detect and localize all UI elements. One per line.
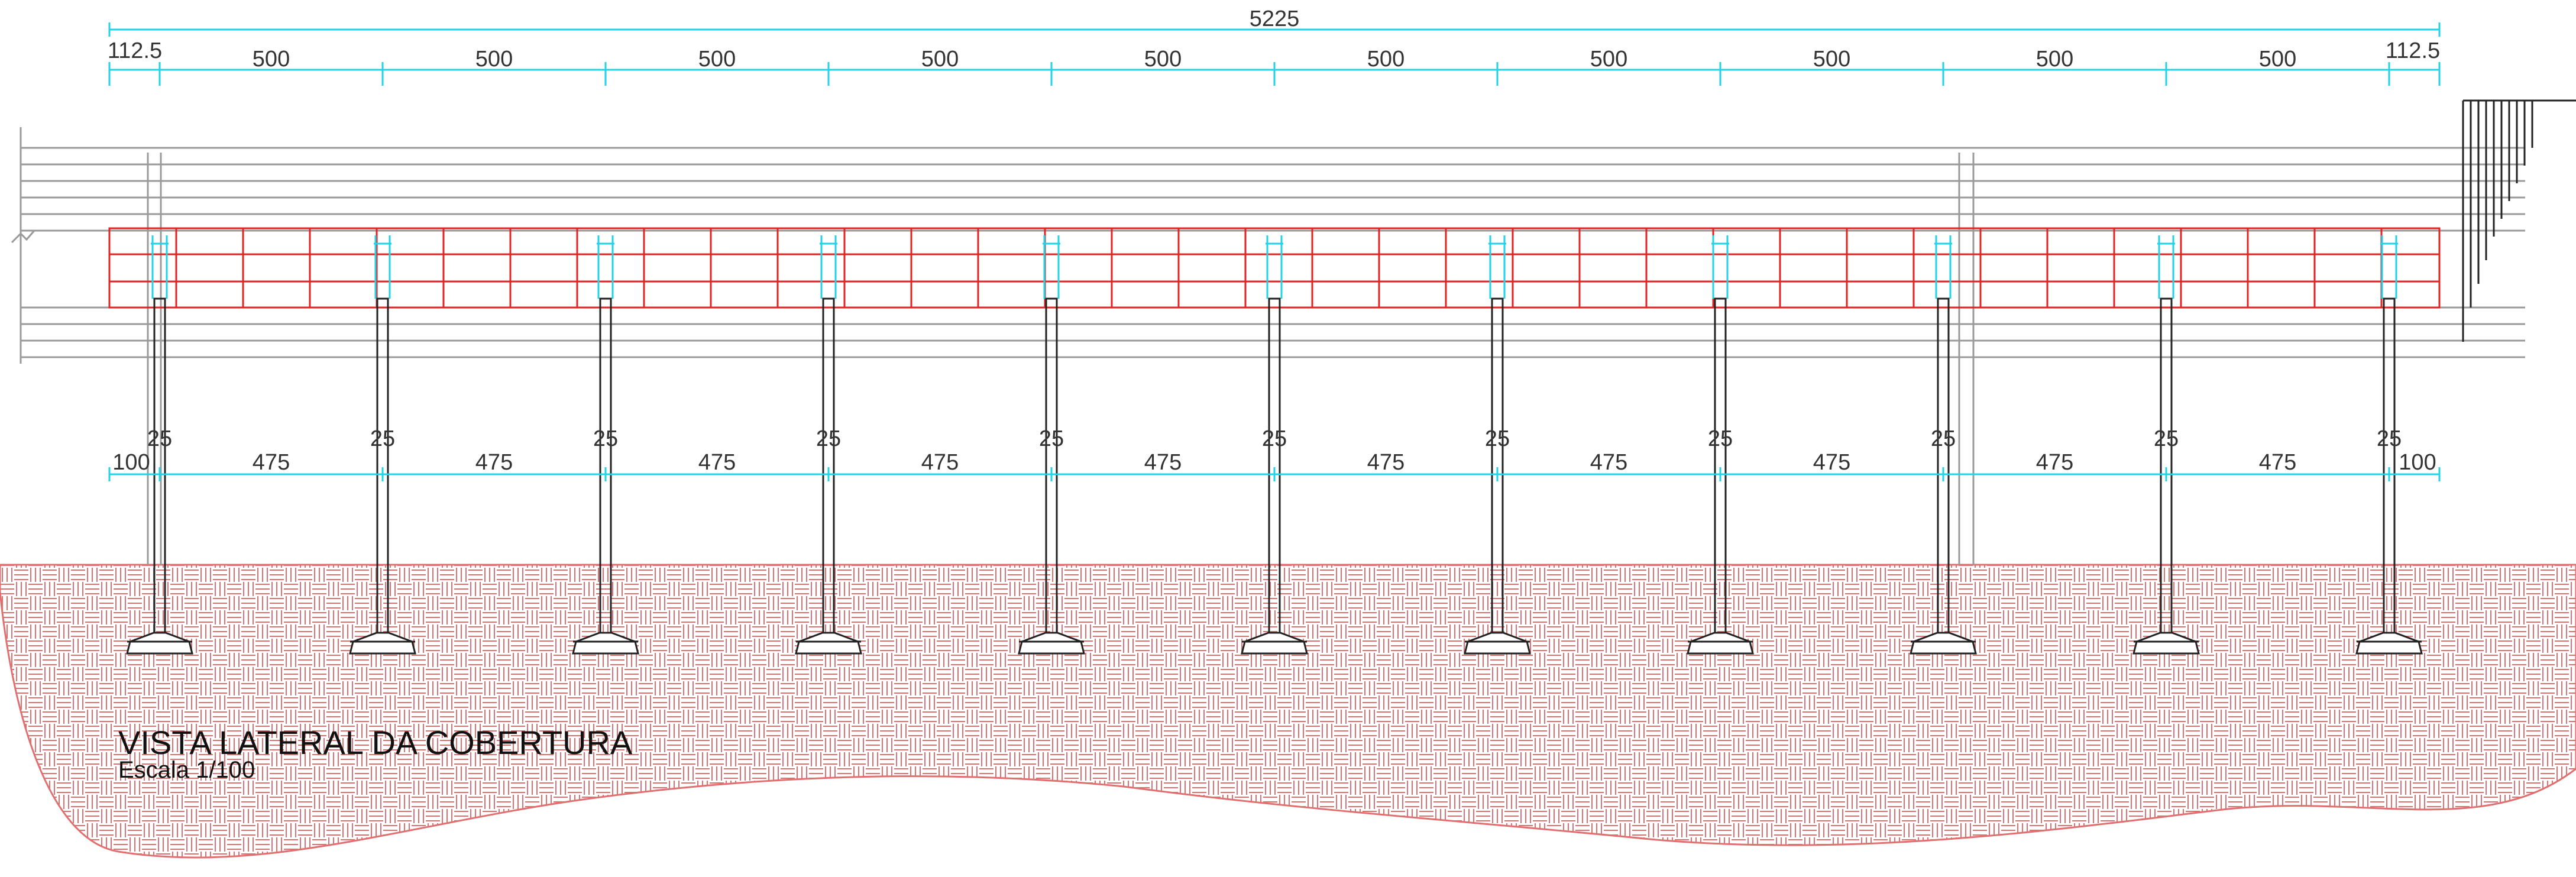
top-span-dimension: 500 (1590, 47, 1627, 72)
bottom-span-dimension: 475 (2036, 450, 2073, 475)
column-width-dimension: 25 (1485, 426, 1510, 451)
bottom-end-left-dimension: 100 (112, 450, 150, 475)
bottom-span-dimension: 475 (1367, 450, 1404, 475)
total-dimension: 5225 (1250, 7, 1300, 31)
column-width-dimension: 25 (1708, 426, 1733, 451)
bottom-span-dimension: 475 (253, 450, 290, 475)
column-width-dimension: 25 (593, 426, 618, 451)
bottom-span-dimension: 475 (475, 450, 513, 475)
top-span-dimension: 500 (1144, 47, 1182, 72)
column-width-dimension: 25 (816, 426, 841, 451)
column-width-dimension: 25 (147, 426, 172, 451)
column-width-dimension: 25 (370, 426, 395, 451)
bottom-span-dimension: 475 (1590, 450, 1627, 475)
top-span-dimension: 500 (475, 47, 513, 72)
column-width-dimension: 25 (1262, 426, 1287, 451)
bottom-end-right-dimension: 100 (2399, 450, 2436, 475)
bottom-span-dimension: 475 (1813, 450, 1850, 475)
roof-truss (108, 227, 2441, 309)
column-width-dimension: 25 (1039, 426, 1064, 451)
top-end-right-dimension: 112.5 (2386, 38, 2440, 63)
bottom-span-dimension: 475 (698, 450, 736, 475)
column-width-dimension: 25 (2377, 426, 2402, 451)
drawing-title: VISTA LATERAL DA COBERTURA (118, 724, 633, 761)
top-span-dimension: 500 (1813, 47, 1850, 72)
top-span-dimension: 500 (698, 47, 736, 72)
background-roof-lines (11, 127, 2525, 565)
top-span-dimension: 500 (1367, 47, 1404, 72)
columns (126, 235, 2423, 655)
bottom-span-dimension: 475 (2259, 450, 2296, 475)
right-edge-detail (2462, 99, 2576, 342)
top-span-dimension: 500 (2259, 47, 2296, 72)
top-span-dimension: 500 (921, 47, 959, 72)
dimension-lines (108, 22, 2441, 481)
column-width-dimension: 25 (1931, 426, 1956, 451)
top-span-dimension: 500 (2036, 47, 2073, 72)
bottom-span-dimension: 475 (921, 450, 959, 475)
bottom-span-dimension: 475 (1144, 450, 1182, 475)
column-width-dimension: 25 (2154, 426, 2179, 451)
ground-soil (0, 564, 2576, 859)
top-span-dimension: 500 (253, 47, 290, 72)
drawing-scale: Escala 1/100 (118, 757, 255, 783)
top-end-left-dimension: 112.5 (108, 38, 162, 63)
